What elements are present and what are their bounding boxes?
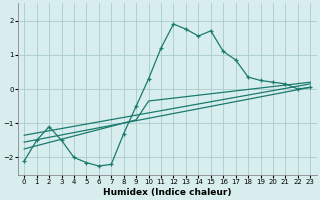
X-axis label: Humidex (Indice chaleur): Humidex (Indice chaleur) xyxy=(103,188,232,197)
